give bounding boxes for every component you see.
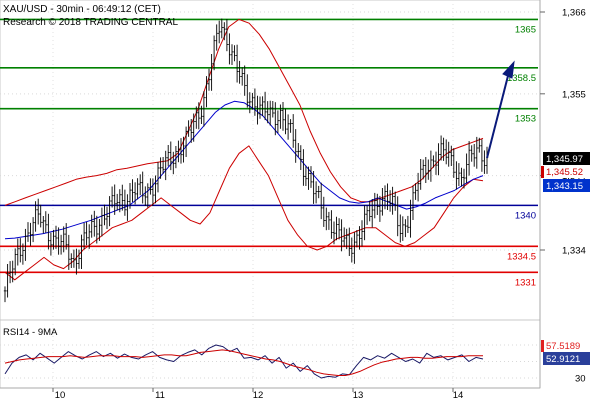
bollinger-lower-line: [4, 145, 484, 281]
current-price-tag-box: [543, 152, 590, 165]
level-label-1365: 1365: [515, 24, 536, 35]
moving-average-tag-label: 1,343.15: [546, 181, 583, 192]
x-tick-label-13: 13: [353, 390, 364, 400]
rsi-label: RSI14 - 9MA: [3, 327, 58, 338]
x-axis-ticks: 10 11 12 13 14: [52, 388, 464, 400]
indicator-lines: [4, 18, 484, 281]
rsi-plot-area: [0, 319, 541, 389]
support-resistance-lines: 1365 1358.5 1353 1340 1334.5 1331: [0, 18, 538, 288]
rsi-series: [4, 344, 484, 379]
level-label-1334.5: 1334.5: [507, 251, 536, 262]
level-label-1353: 1353: [515, 114, 536, 125]
x-tick-label-11: 11: [155, 390, 165, 400]
gridlines: [0, 0, 540, 388]
level-label-1340: 1340: [515, 210, 536, 221]
y-tick-label-1,355: 1,355: [562, 89, 586, 100]
moving-average-tag-box: [543, 179, 590, 192]
price-series: [3, 18, 489, 303]
level-label-1331: 1331: [515, 277, 536, 288]
upper-band-tag-box: [543, 165, 590, 178]
price-tags: 1,345.97 1,345.52 1,343.15 57.5189 52.9121: [541, 152, 590, 365]
chart-copyright: Research © 2018 TRADING CENTRAL: [3, 17, 178, 28]
bollinger-upper-line: [4, 18, 484, 206]
x-tick-label-10: 10: [55, 390, 66, 400]
level-label-1358.5: 1358.5: [507, 73, 536, 84]
rsi-value-tag-box: [543, 352, 590, 365]
rsi-ma-tag-box: [543, 339, 590, 352]
rsi-ma-line: [4, 349, 483, 376]
chart-title: XAU/USD - 30min - 06:49:12 (CET): [3, 4, 161, 15]
rsi-tick-label-30: 30: [575, 374, 586, 385]
rsi-ma-tag-label: 57.5189: [546, 341, 580, 352]
rsi-value-tag-label: 52.9121: [546, 354, 580, 365]
x-tick-label-12: 12: [253, 390, 264, 400]
y-tick-label-1,334: 1,334: [562, 246, 586, 257]
upper-band-tag-label: 1,345.52: [546, 167, 583, 178]
y-axis-panel: [540, 0, 590, 388]
forecast-arrow: [486, 60, 515, 159]
current-price-tag-label: 1,345.97: [546, 154, 583, 165]
main-plot-area: [0, 0, 541, 321]
x-tick-label-14: 14: [453, 390, 464, 400]
moving-average-line: [4, 100, 484, 240]
y-tick-label-1,366: 1,366: [562, 8, 586, 19]
